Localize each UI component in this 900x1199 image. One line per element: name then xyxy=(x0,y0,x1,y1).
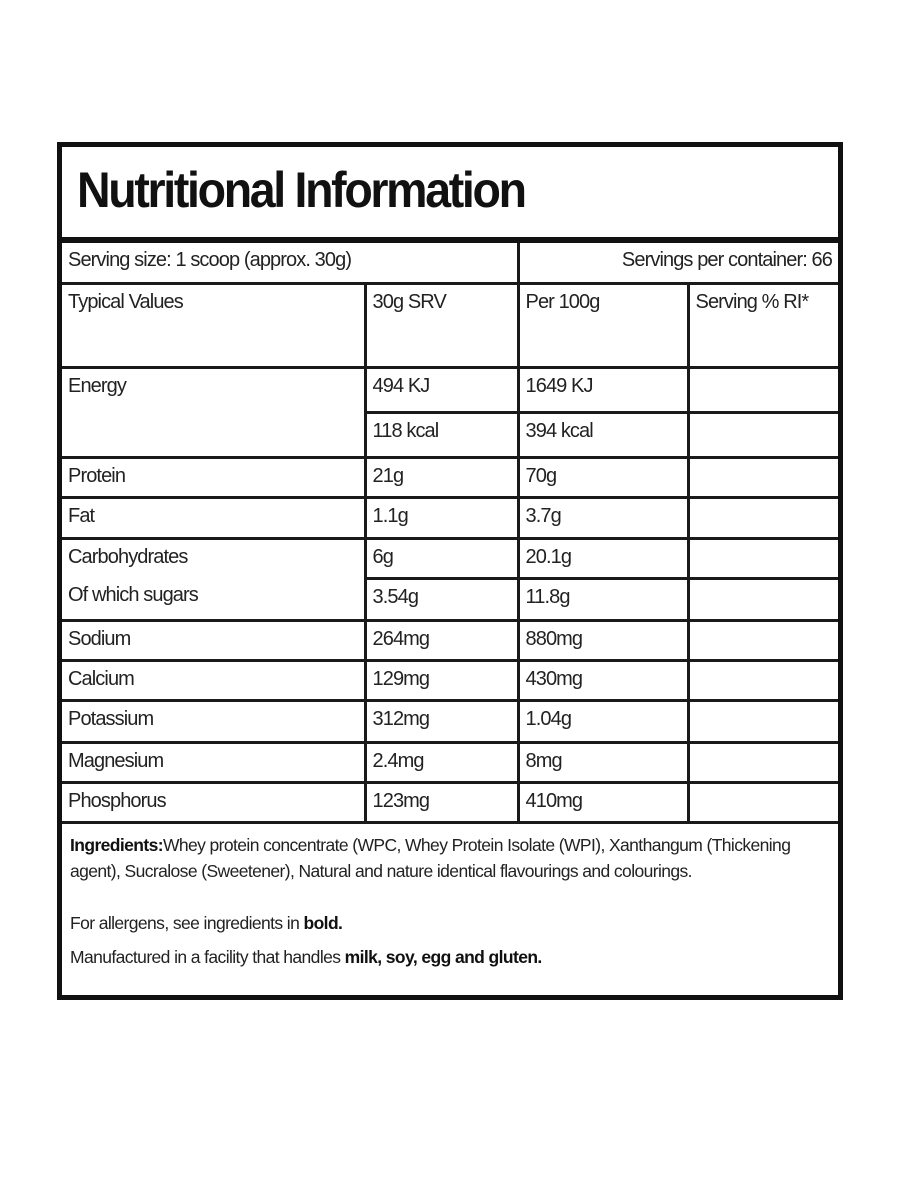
nutrient-row: Potassium 312mg 1.04g xyxy=(62,698,838,744)
ri-value xyxy=(686,410,838,459)
nutrient-row: Fat 1.1g 3.7g xyxy=(62,495,838,540)
nutrient-name: Magnesium xyxy=(62,740,367,784)
nutrient-name: Energy xyxy=(62,365,367,412)
ri-value xyxy=(686,576,838,622)
serving-value: 123mg xyxy=(363,780,520,824)
column-header-row: Typical Values 30g SRV Per 100g Serving … xyxy=(62,281,838,369)
ingredients-row: Ingredients:Whey protein concentrate (WP… xyxy=(62,820,838,997)
per-100g-value: 1.04g xyxy=(516,698,690,744)
ingredients-heading: Ingredients: xyxy=(70,834,164,855)
per-100g-value: 8mg xyxy=(516,740,690,784)
ingredients-block: Ingredients:Whey protein concentrate (WP… xyxy=(62,825,838,970)
ri-value xyxy=(686,495,838,540)
serving-value: 6g xyxy=(363,536,520,580)
serving-value: 21g xyxy=(363,455,520,499)
nutrient-name: Carbohydrates xyxy=(62,536,367,578)
nutrition-label: Nutritional Information Serving size: 1 … xyxy=(57,142,843,1000)
nutrient-name: Potassium xyxy=(62,698,367,744)
nutrient-name: Of which sugars xyxy=(62,578,367,622)
allergen-text: For allergens, see ingredients in xyxy=(70,912,304,933)
nutrient-name: Sodium xyxy=(62,618,367,662)
serving-value: 494 KJ xyxy=(363,365,520,414)
nutrient-name: Protein xyxy=(62,455,367,499)
per-100g-value: 1649 KJ xyxy=(516,365,690,414)
nutrient-row: Sodium 264mg 880mg xyxy=(62,618,838,662)
title-box: Nutritional Information xyxy=(62,147,838,243)
ri-value xyxy=(686,658,838,702)
ri-value xyxy=(686,698,838,744)
per-100g-value: 430mg xyxy=(516,658,690,702)
serving-value: 118 kcal xyxy=(363,410,520,459)
ingredients-list: Whey protein concentrate (WPC, Whey Prot… xyxy=(70,834,791,881)
nutrient-row: Carbohydrates 6g 20.1g xyxy=(62,536,838,580)
per-100g-value: 3.7g xyxy=(516,495,690,540)
nutrient-name: Fat xyxy=(62,495,367,540)
ri-value xyxy=(686,780,838,824)
allergen-note: For allergens, see ingredients in bold. xyxy=(70,910,830,936)
serving-value: 264mg xyxy=(363,618,520,662)
ingredients-text: Ingredients:Whey protein concentrate (WP… xyxy=(70,832,830,884)
serving-value: 312mg xyxy=(363,698,520,744)
servings-per-container: Servings per container: 66 xyxy=(516,243,838,285)
column-header: Typical Values xyxy=(62,281,367,369)
per-100g-value: 880mg xyxy=(516,618,690,662)
nutrient-row: Of which sugars 3.54g 11.8g xyxy=(62,576,838,622)
serving-value: 3.54g xyxy=(363,576,520,622)
nutrient-row: Phosphorus 123mg 410mg xyxy=(62,780,838,824)
per-100g-value: 394 kcal xyxy=(516,410,690,459)
per-100g-value: 20.1g xyxy=(516,536,690,580)
serving-row: Serving size: 1 scoop (approx. 30g) Serv… xyxy=(62,243,838,285)
serving-table: Serving size: 1 scoop (approx. 30g) Serv… xyxy=(62,243,838,997)
nutrient-name xyxy=(62,412,367,459)
ri-value xyxy=(686,455,838,499)
nutrient-row: Calcium 129mg 430mg xyxy=(62,658,838,702)
allergen-bold: bold. xyxy=(303,912,343,933)
serving-value: 2.4mg xyxy=(363,740,520,784)
nutrient-row: Magnesium 2.4mg 8mg xyxy=(62,740,838,784)
serving-size: Serving size: 1 scoop (approx. 30g) xyxy=(62,243,520,285)
serving-value: 129mg xyxy=(363,658,520,702)
page-title: Nutritional Information xyxy=(77,162,527,218)
ri-value xyxy=(686,740,838,784)
ri-value xyxy=(686,618,838,662)
facility-bold: milk, soy, egg and gluten. xyxy=(344,946,543,967)
nutrient-name: Calcium xyxy=(62,658,367,702)
facility-text: Manufactured in a facility that handles xyxy=(70,946,345,967)
ri-value xyxy=(686,365,838,414)
facility-note: Manufactured in a facility that handles … xyxy=(70,944,830,970)
serving-value: 1.1g xyxy=(363,495,520,540)
column-header: Per 100g xyxy=(516,281,690,369)
nutrient-row: 118 kcal 394 kcal xyxy=(62,410,838,459)
column-header: Serving % RI* xyxy=(686,281,838,369)
per-100g-value: 70g xyxy=(516,455,690,499)
ri-value xyxy=(686,536,838,580)
per-100g-value: 11.8g xyxy=(516,576,690,622)
nutrient-row: Protein 21g 70g xyxy=(62,455,838,499)
nutrient-name: Phosphorus xyxy=(62,780,367,824)
column-header: 30g SRV xyxy=(363,281,520,369)
per-100g-value: 410mg xyxy=(516,780,690,824)
nutrient-row: Energy 494 KJ 1649 KJ xyxy=(62,365,838,414)
